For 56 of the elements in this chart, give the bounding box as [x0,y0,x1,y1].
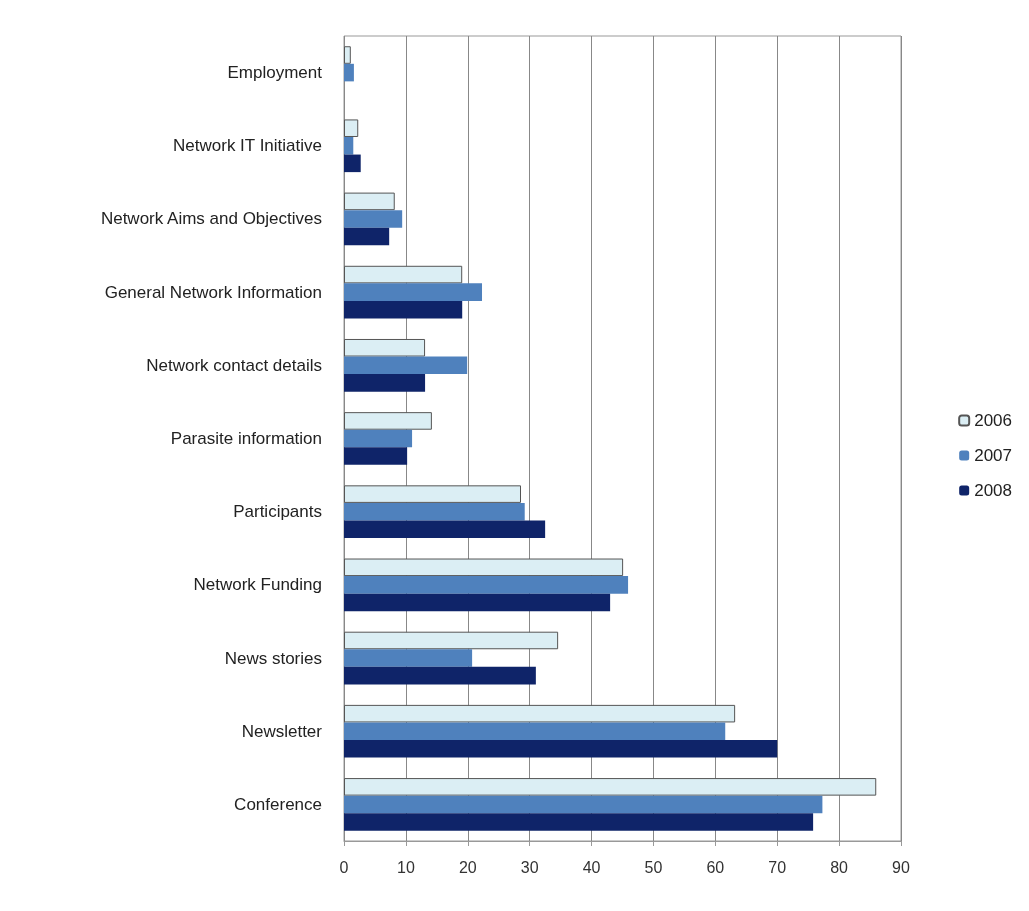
y-tick-label: Network Funding [193,575,322,595]
bar [344,502,525,521]
bar [344,576,629,594]
y-tick-label: Network contact details [146,355,322,375]
x-tick-label: 50 [644,858,663,876]
x-tick-label: 0 [339,858,349,876]
x-tick-label: 80 [830,858,849,876]
y-tick-label: Participants [233,502,322,522]
y-tick-label: Conference [234,794,322,814]
bar [344,412,432,430]
bar [344,136,354,155]
bar [344,192,395,211]
bar [344,119,359,137]
bar [344,63,354,82]
y-tick-label: General Network Information [104,282,322,302]
x-tick-label: 10 [396,858,415,876]
y-tick-label: Employment [227,63,323,83]
y-tick-label: Network IT Initiative [173,136,322,156]
bar [344,374,426,392]
bar [344,265,463,284]
bar [344,429,413,448]
x-tick-label: 30 [520,858,539,876]
x-tick-label: 70 [768,858,787,876]
bar [344,520,546,539]
bar [344,227,390,246]
x-tick-label: 60 [706,858,725,876]
bar [344,154,361,173]
bar [344,210,403,228]
y-tick-label: News stories [224,648,322,668]
bar [344,300,463,319]
bar [344,338,426,357]
x-tick-label: 40 [582,858,601,876]
bar [344,795,823,814]
bar [344,593,611,612]
bar [344,631,559,650]
x-tick-label: 90 [892,858,910,876]
bar [344,356,468,375]
legend-label: 2008 [974,481,1013,500]
bar [344,740,778,758]
legend-label: 2007 [974,446,1013,465]
legend-label: 2006 [974,411,1013,430]
bar [344,666,536,685]
bar [344,649,473,667]
bar [344,283,483,301]
bar [344,722,726,741]
bar [344,558,624,577]
y-tick-label: Newsletter [241,721,323,741]
bar [344,447,408,465]
bar [344,46,351,64]
bar [344,778,877,796]
bar [344,813,814,831]
x-tick-label: 20 [458,858,477,876]
bar [344,485,521,503]
bar [344,704,736,723]
y-tick-label: Network Aims and Objectives [100,209,322,229]
y-tick-label: Parasite information [170,429,322,448]
